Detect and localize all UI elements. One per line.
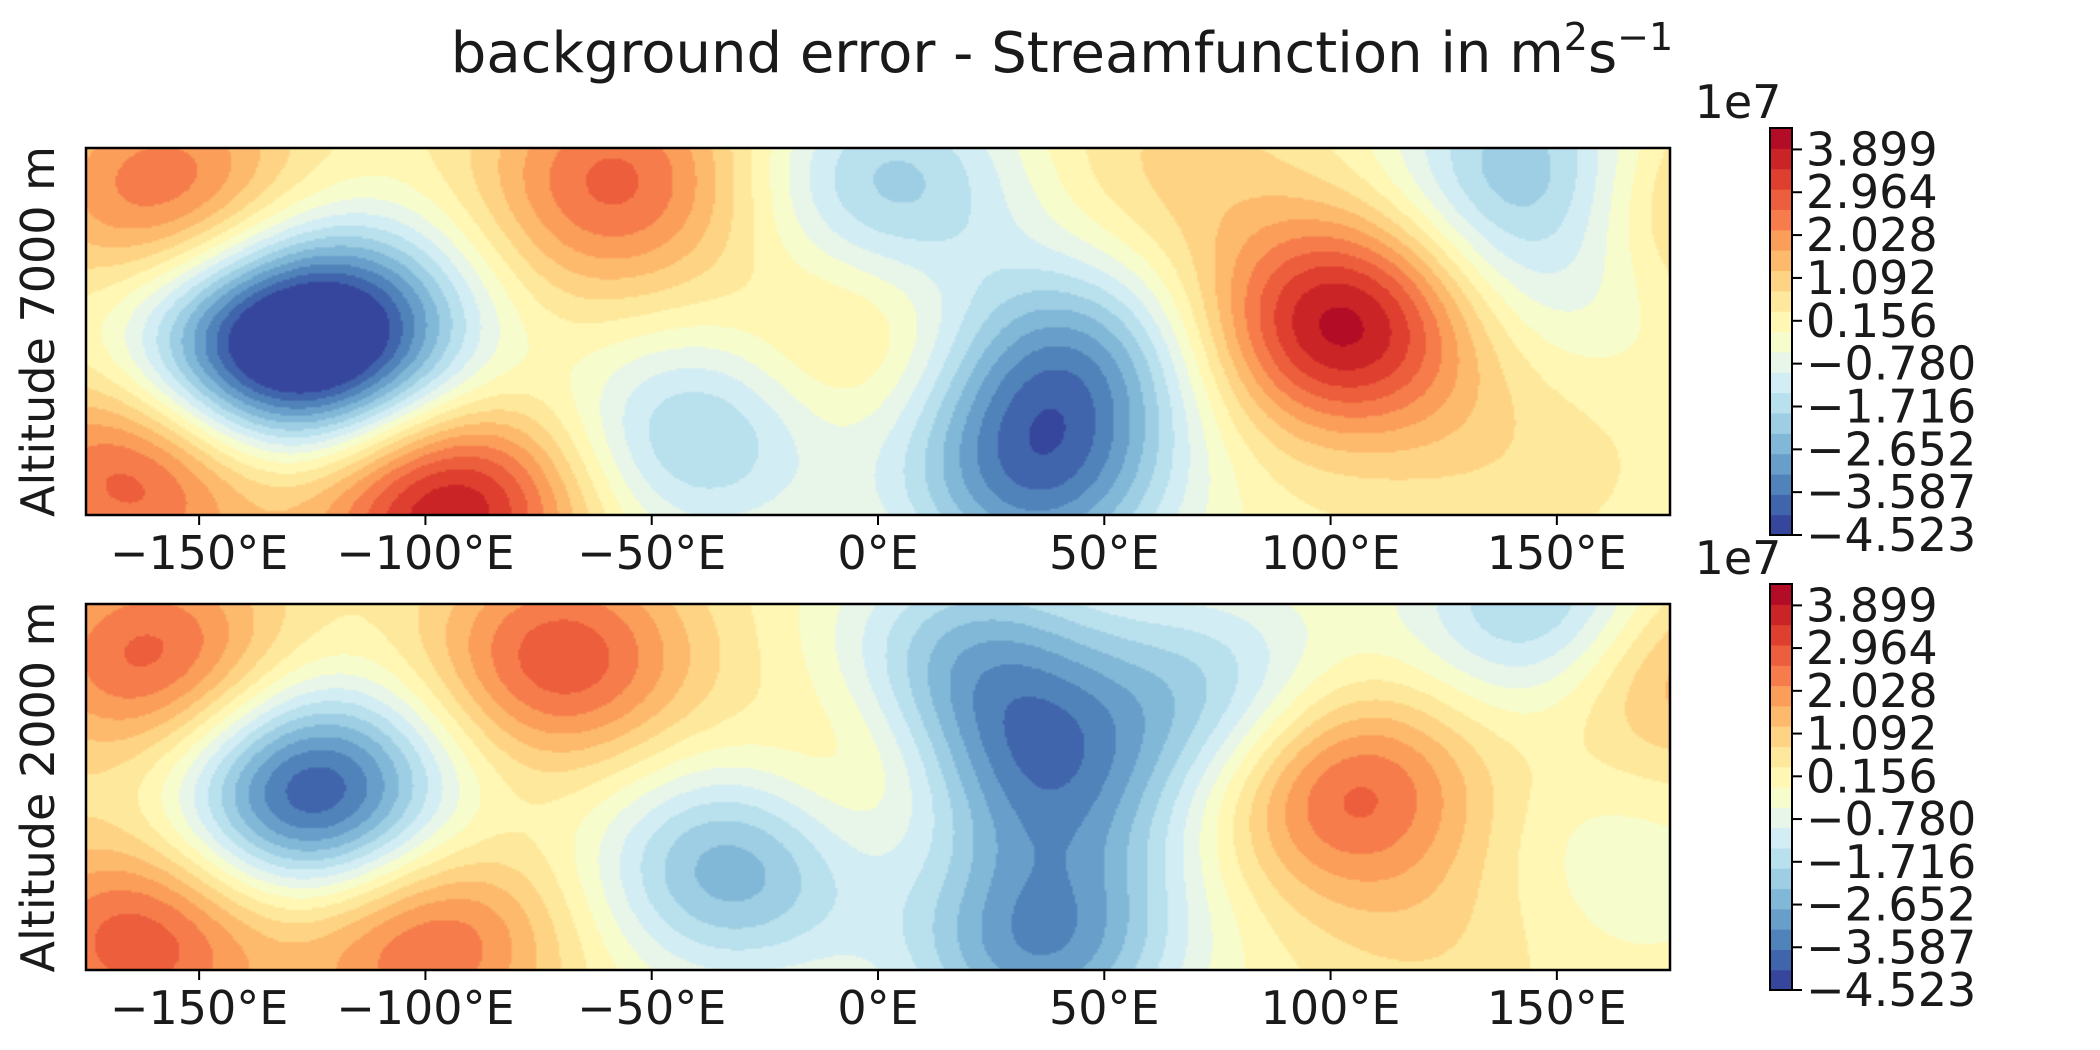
colorbar-multiplier: 1e7 (1695, 531, 1782, 585)
x-tick-label: 150°E (1487, 981, 1627, 1035)
colorbar-tick-label: 1.092 (1806, 251, 1938, 305)
colorbar-segment (1770, 514, 1792, 536)
x-tick-label: 50°E (1049, 526, 1160, 580)
colorbar-segment (1770, 888, 1792, 910)
colorbar-segment (1770, 726, 1792, 747)
title-main: background error - Streamfunction in m (451, 21, 1564, 86)
colorbar-segment (1770, 868, 1792, 890)
colorbar-tick-label: 2.028 (1806, 664, 1938, 718)
x-tick-label: −50°E (577, 526, 726, 580)
colorbar-segment (1770, 827, 1792, 849)
x-tick-label: −50°E (577, 981, 726, 1035)
title-sup2: −1 (1617, 15, 1673, 59)
colorbar-tick-label: −4.523 (1806, 963, 1976, 1017)
colorbar-segment (1770, 908, 1792, 930)
colorbar-frame (1769, 583, 1793, 991)
x-tick-label: −100°E (336, 981, 514, 1035)
colorbar-segment (1770, 433, 1792, 455)
colorbar-segment (1770, 351, 1792, 373)
colorbar-segment (1770, 168, 1792, 190)
colorbar-frame (1769, 127, 1793, 536)
colorbar-tick-label: 3.899 (1806, 578, 1938, 632)
y-axis-label: Altitude 2000 m (11, 602, 65, 973)
x-tick-label: 150°E (1487, 526, 1627, 580)
colorbar-segment (1770, 290, 1792, 312)
colorbar-tick-label: −3.587 (1806, 920, 1976, 974)
colorbar-segment (1770, 453, 1792, 475)
heatmap-field (86, 604, 1670, 970)
colorbar-segment (1770, 746, 1792, 768)
heatmap-field (86, 148, 1670, 515)
colorbar-segment (1770, 189, 1792, 210)
colorbar-segment (1770, 473, 1792, 495)
colorbar-segment (1770, 847, 1792, 869)
x-tick-label: 100°E (1261, 981, 1401, 1035)
colorbar-tick-label: 0.156 (1806, 749, 1938, 803)
colorbar: 3.8992.9642.0281.0920.156−0.780−1.716−2.… (1695, 531, 1977, 1017)
colorbar-segment (1770, 685, 1792, 707)
colorbar-tick-label: −2.652 (1806, 422, 1976, 476)
x-tick-label: 50°E (1049, 981, 1160, 1035)
colorbar-segment (1770, 412, 1792, 434)
colorbar-segment (1770, 665, 1792, 687)
colorbar: 3.8992.9642.0281.0920.156−0.780−1.716−2.… (1695, 75, 1977, 562)
colorbar-segment (1770, 584, 1792, 605)
colorbar-tick-label: 3.899 (1806, 122, 1938, 176)
colorbar-segment (1770, 311, 1792, 333)
colorbar-segment (1770, 331, 1792, 353)
colorbar-segment (1770, 392, 1792, 414)
colorbar-tick-label: 2.028 (1806, 208, 1938, 262)
colorbar-segment (1770, 270, 1792, 292)
colorbar-segment (1770, 128, 1792, 149)
x-tick-label: −150°E (110, 981, 288, 1035)
colorbar-segment (1770, 929, 1792, 950)
colorbar-segment (1770, 624, 1792, 646)
colorbar-tick-label: −3.587 (1806, 465, 1976, 519)
title-sup1: 2 (1564, 15, 1588, 59)
colorbar-tick-label: 2.964 (1806, 165, 1938, 219)
colorbar-segment (1770, 766, 1792, 788)
x-tick-label: 0°E (837, 526, 918, 580)
colorbar-segment (1770, 807, 1792, 829)
x-tick-label: 0°E (837, 981, 918, 1035)
colorbar-segment (1770, 644, 1792, 666)
colorbar-segment (1770, 949, 1792, 971)
colorbar-tick-label: −1.716 (1806, 835, 1976, 889)
panel-1: −150°E −100°E −50°E 0°E 50°E 100°E 150°E Altitu… (11, 75, 1976, 580)
colorbar-segment (1770, 209, 1792, 231)
colorbar-segment (1770, 229, 1792, 251)
x-tick-label: −100°E (336, 526, 514, 580)
colorbar-tick-label: 0.156 (1806, 294, 1938, 348)
x-tick-label: −150°E (110, 526, 288, 580)
panel-2: −150°E −100°E −50°E 0°E 50°E 100°E 150°E Altitu… (11, 531, 1976, 1035)
colorbar-segment (1770, 494, 1792, 516)
colorbar-segment (1770, 250, 1792, 272)
colorbar-segment (1770, 604, 1792, 626)
y-axis-label: Altitude 7000 m (11, 146, 65, 517)
colorbar-tick-label: −1.716 (1806, 379, 1976, 433)
x-tick-label: 100°E (1261, 526, 1401, 580)
figure-title: background error - Streamfunction in m2s… (451, 15, 1673, 86)
colorbar-segment (1770, 787, 1792, 808)
colorbar-tick-label: −0.780 (1806, 792, 1976, 846)
colorbar-segment (1770, 969, 1792, 991)
colorbar-multiplier: 1e7 (1695, 75, 1782, 129)
colorbar-tick-label: −4.523 (1806, 508, 1976, 562)
colorbar-tick-label: 1.092 (1806, 707, 1938, 761)
colorbar-tick-label: −0.780 (1806, 337, 1976, 391)
title-mid: s (1588, 21, 1617, 86)
colorbar-tick-label: 2.964 (1806, 621, 1938, 675)
colorbar-segment (1770, 705, 1792, 727)
colorbar-tick-label: −2.652 (1806, 878, 1976, 932)
colorbar-segment (1770, 148, 1792, 170)
colorbar-segment (1770, 372, 1792, 394)
